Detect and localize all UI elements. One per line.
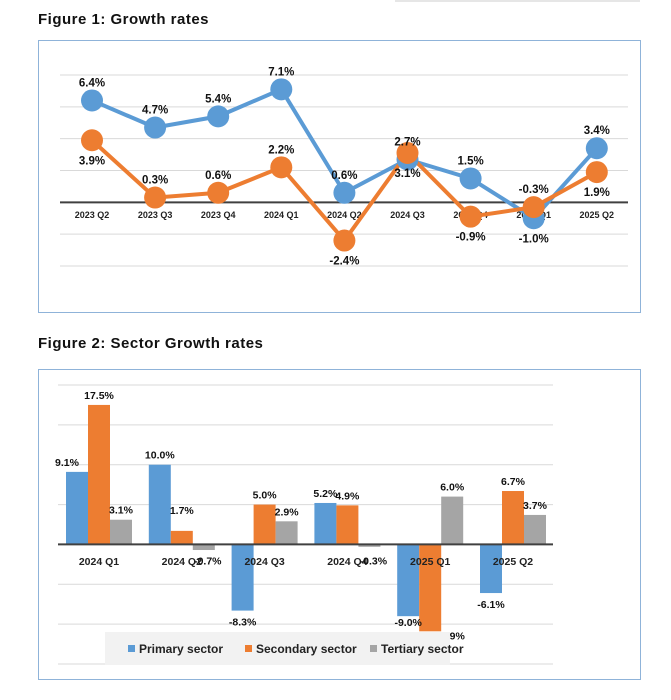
data-label: 1.9%: [584, 187, 610, 199]
data-point: [459, 205, 482, 228]
data-label: -8.3%: [229, 617, 257, 629]
legend-swatch: [245, 645, 252, 652]
data-point: [333, 181, 356, 204]
data-label: -6.1%: [477, 599, 505, 611]
data-label: 1.5%: [457, 155, 483, 167]
data-label: 3.4%: [584, 125, 610, 137]
data-point: [585, 161, 608, 184]
data-label: 3.7%: [523, 500, 548, 512]
data-label: 5.4%: [205, 93, 231, 105]
figure1-frame: [38, 40, 641, 313]
data-label: 0.6%: [331, 170, 357, 182]
x-tick-label: 2024 Q3: [244, 556, 284, 568]
data-label: 6.0%: [440, 482, 465, 494]
data-point: [207, 105, 230, 128]
bar: [66, 471, 88, 545]
x-tick-label: 2024 Q1: [264, 210, 299, 220]
data-label: 6.4%: [79, 77, 105, 89]
data-point: [333, 229, 356, 252]
data-label: 6.7%: [501, 476, 526, 488]
data-label: 2.2%: [268, 144, 294, 156]
x-tick-label: 2025 Q2: [580, 210, 615, 220]
data-label: 7.1%: [268, 66, 294, 78]
bar: [231, 544, 254, 611]
data-label: -2.4%: [329, 256, 359, 268]
data-label: 17.5%: [84, 390, 114, 402]
data-label: 3.1%: [394, 168, 420, 180]
data-label: 2.9%: [275, 506, 300, 518]
x-tick-label: 2023 Q4: [201, 210, 236, 220]
bar: [480, 544, 502, 594]
bar: [502, 491, 524, 545]
figure1-title: Figure 1: Growth rates: [38, 11, 210, 28]
x-tick-label: 2024 Q3: [390, 210, 425, 220]
data-label: 3.9%: [79, 155, 105, 167]
data-label: 10.0%: [145, 450, 175, 462]
data-label: 0.3%: [142, 175, 168, 187]
data-label: -0.3%: [519, 184, 549, 196]
data-label: 4.7%: [142, 105, 168, 117]
data-label: 9.1%: [55, 457, 80, 469]
x-tick-label: 2024 Q4: [327, 556, 367, 568]
data-label: 2.7%: [394, 136, 420, 148]
x-tick-label: 2024 Q1: [79, 556, 119, 568]
data-label: 1.7%: [170, 505, 195, 517]
data-point: [81, 129, 103, 152]
bar: [314, 502, 337, 545]
bar: [397, 544, 420, 617]
data-point: [207, 181, 230, 204]
legend-label: Tertiary sector: [381, 642, 464, 656]
legend-swatch: [370, 645, 377, 652]
data-label: 5.2%: [313, 488, 338, 500]
bar: [419, 544, 442, 632]
data-point: [270, 78, 293, 101]
data-point: [144, 116, 167, 139]
legend-label: Primary sector: [139, 642, 223, 656]
legend-swatch: [128, 645, 135, 652]
bar: [275, 521, 298, 545]
data-point: [81, 89, 103, 112]
data-point: [585, 137, 608, 160]
bar: [441, 496, 464, 545]
bar: [88, 404, 110, 545]
bar: [336, 505, 359, 545]
x-tick-label: 2024 Q2: [162, 556, 202, 568]
figure2-frame: [38, 369, 641, 680]
data-label: -1.0%: [519, 233, 549, 245]
figure1-line-chart: 2023 Q2 2023 Q3 2023 Q4 2024 Q1 2024 Q2 2024 …: [60, 66, 628, 268]
top-divider: [395, 0, 640, 2]
legend-label: Secondary sector: [256, 642, 357, 656]
bar: [110, 519, 132, 545]
legend-background: [105, 632, 450, 665]
data-point: [522, 196, 545, 219]
data-label: -0.3%: [360, 555, 388, 567]
data-label: 0.6%: [205, 170, 231, 182]
data-label: 4.9%: [335, 490, 360, 502]
data-label: 3.1%: [109, 505, 134, 517]
data-label: 5.0%: [253, 490, 278, 502]
data-point: [270, 156, 293, 179]
x-tick-label: 2024 Q2: [327, 210, 362, 220]
bar: [148, 464, 171, 545]
data-label: -9.0%: [394, 617, 422, 629]
data-label: -0.7%: [194, 555, 222, 567]
data-point: [459, 167, 482, 190]
bar: [253, 504, 276, 545]
x-tick-label: 2023 Q3: [138, 210, 173, 220]
data-label: -0.9%: [456, 232, 486, 244]
figure2-title: Figure 2: Sector Growth rates: [38, 335, 264, 352]
bar: [358, 544, 381, 547]
bar: [524, 514, 546, 545]
bar: [192, 544, 215, 551]
data-point: [396, 141, 419, 164]
x-tick-label: 2023 Q2: [75, 210, 110, 220]
bar: [170, 530, 193, 545]
data-point: [144, 186, 167, 209]
x-tick-label: 2025 Q1: [410, 556, 450, 568]
x-tick-label: 2025 Q2: [493, 556, 533, 568]
